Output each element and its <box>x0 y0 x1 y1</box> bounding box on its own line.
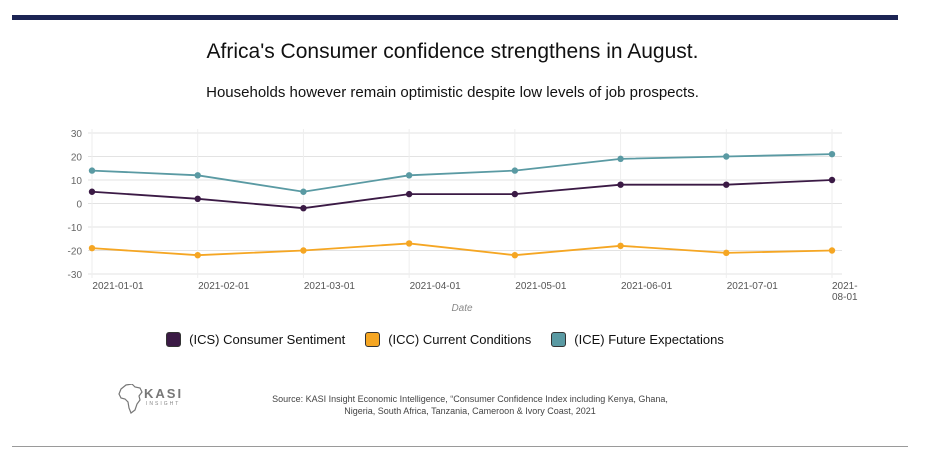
data-point-ice[interactable] <box>300 188 307 195</box>
data-point-ics[interactable] <box>511 190 519 198</box>
data-point-icc[interactable] <box>617 242 624 249</box>
series-line-ice <box>91 153 833 193</box>
y-tick-label: -10 <box>68 223 83 234</box>
data-point-ics[interactable] <box>88 188 96 195</box>
chart-subtitle: Households however remain optimistic des… <box>206 84 699 101</box>
data-point-ice[interactable] <box>194 172 201 179</box>
data-point-ice[interactable] <box>723 153 730 160</box>
data-point-ice[interactable] <box>405 172 413 179</box>
x-tick-label: 2021-02-01 <box>198 281 250 292</box>
data-point-ice[interactable] <box>828 150 836 158</box>
y-tick-label: 0 <box>76 200 82 211</box>
legend-swatch-ics <box>166 332 182 347</box>
y-tick-label: 10 <box>71 176 83 187</box>
data-point-ice[interactable] <box>511 167 519 174</box>
data-point-icc[interactable] <box>194 252 201 259</box>
data-point-icc[interactable] <box>511 252 519 259</box>
chart-title: Africa's Consumer confidence strengthens… <box>206 40 699 63</box>
africa-map-icon <box>118 384 143 414</box>
source-line-1: Source: KASI Insight Economic Intelligen… <box>272 394 668 404</box>
data-point-icc[interactable] <box>300 247 307 254</box>
series-line-icc <box>91 242 833 257</box>
x-axis-ticks: 2021-01-01 2021-02-01 2021-03-01 2021-04-01… <box>92 281 858 303</box>
series-line-ics <box>91 179 833 210</box>
chart-legend: (ICS) Consumer Sentiment (ICC) Current C… <box>0 332 890 347</box>
footer-rule <box>12 446 908 447</box>
y-axis-ticks: 30 20 10 0 -10 -20 -30 <box>68 129 83 281</box>
logo-tagline: INSIGHT <box>146 401 181 407</box>
legend-swatch-icc <box>365 332 381 347</box>
legend-swatch-ice <box>551 332 567 347</box>
x-tick-label: 2021-03-01 <box>304 281 356 292</box>
data-point-ice[interactable] <box>617 155 624 163</box>
x-tick-label: 2021-06-01 <box>621 281 673 292</box>
x-tick-label: 2021-01-01 <box>92 281 144 292</box>
series-points <box>88 150 836 259</box>
legend-label-ice: (ICE) Future Expectations <box>574 332 724 347</box>
data-point-ice[interactable] <box>88 167 96 174</box>
legend-item-ice[interactable]: (ICE) Future Expectations <box>551 332 724 347</box>
data-point-icc[interactable] <box>828 247 836 254</box>
x-tick-label: 2021-04-01 <box>410 281 462 292</box>
y-tick-label: -30 <box>68 270 83 281</box>
legend-item-icc[interactable]: (ICC) Current Conditions <box>365 332 531 347</box>
data-point-ics[interactable] <box>300 205 307 212</box>
source-note: Source: KASI Insight Economic Intelligen… <box>215 393 725 417</box>
data-point-ics[interactable] <box>723 181 730 188</box>
x-tick-label: 2021-08-01 <box>832 281 858 303</box>
data-point-icc[interactable] <box>405 240 413 247</box>
header-accent-bar <box>12 15 898 20</box>
x-tick-label: 2021-05-01 <box>515 281 567 292</box>
data-point-icc[interactable] <box>723 249 730 257</box>
data-point-ics[interactable] <box>194 195 201 202</box>
legend-label-icc: (ICC) Current Conditions <box>388 332 532 347</box>
kasi-logo: KASI INSIGHT <box>118 384 218 414</box>
source-line-2: Nigeria, South Africa, Tanzania, Cameroo… <box>344 406 596 416</box>
y-tick-label: 30 <box>71 129 83 140</box>
x-axis-label: Date <box>451 303 473 314</box>
logo-name: KASI <box>144 386 184 401</box>
y-tick-label: -20 <box>68 247 83 258</box>
data-point-ics[interactable] <box>405 190 413 198</box>
data-point-ics[interactable] <box>617 181 624 188</box>
data-point-icc[interactable] <box>88 244 96 252</box>
x-tick-label: 2021-07-01 <box>727 281 779 292</box>
legend-label-ics: (ICS) Consumer Sentiment <box>189 332 346 347</box>
y-tick-label: 20 <box>71 153 83 164</box>
legend-item-ics[interactable]: (ICS) Consumer Sentiment <box>166 332 345 347</box>
series-lines <box>91 153 833 257</box>
data-point-ics[interactable] <box>828 176 836 184</box>
